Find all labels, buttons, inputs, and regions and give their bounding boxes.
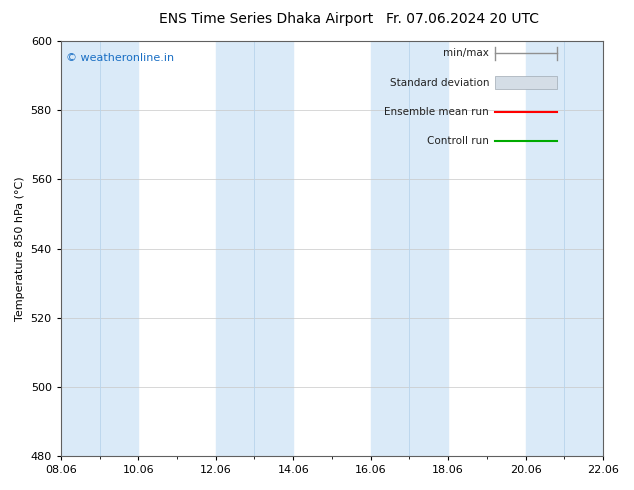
Text: Fr. 07.06.2024 20 UTC: Fr. 07.06.2024 20 UTC [386, 12, 540, 26]
Bar [526, 41, 603, 456]
Text: Standard deviation: Standard deviation [390, 77, 489, 88]
Bar [495, 76, 557, 89]
Text: Ensemble mean run: Ensemble mean run [384, 107, 489, 117]
Text: Controll run: Controll run [427, 136, 489, 146]
Text: min/max: min/max [443, 49, 489, 58]
Y-axis label: Temperature 850 hPa (°C): Temperature 850 hPa (°C) [15, 176, 25, 321]
Bar [61, 41, 138, 456]
Bar [371, 41, 448, 456]
Text: © weatheronline.in: © weatheronline.in [67, 53, 174, 64]
Bar [216, 41, 293, 456]
Text: ENS Time Series Dhaka Airport: ENS Time Series Dhaka Airport [159, 12, 373, 26]
